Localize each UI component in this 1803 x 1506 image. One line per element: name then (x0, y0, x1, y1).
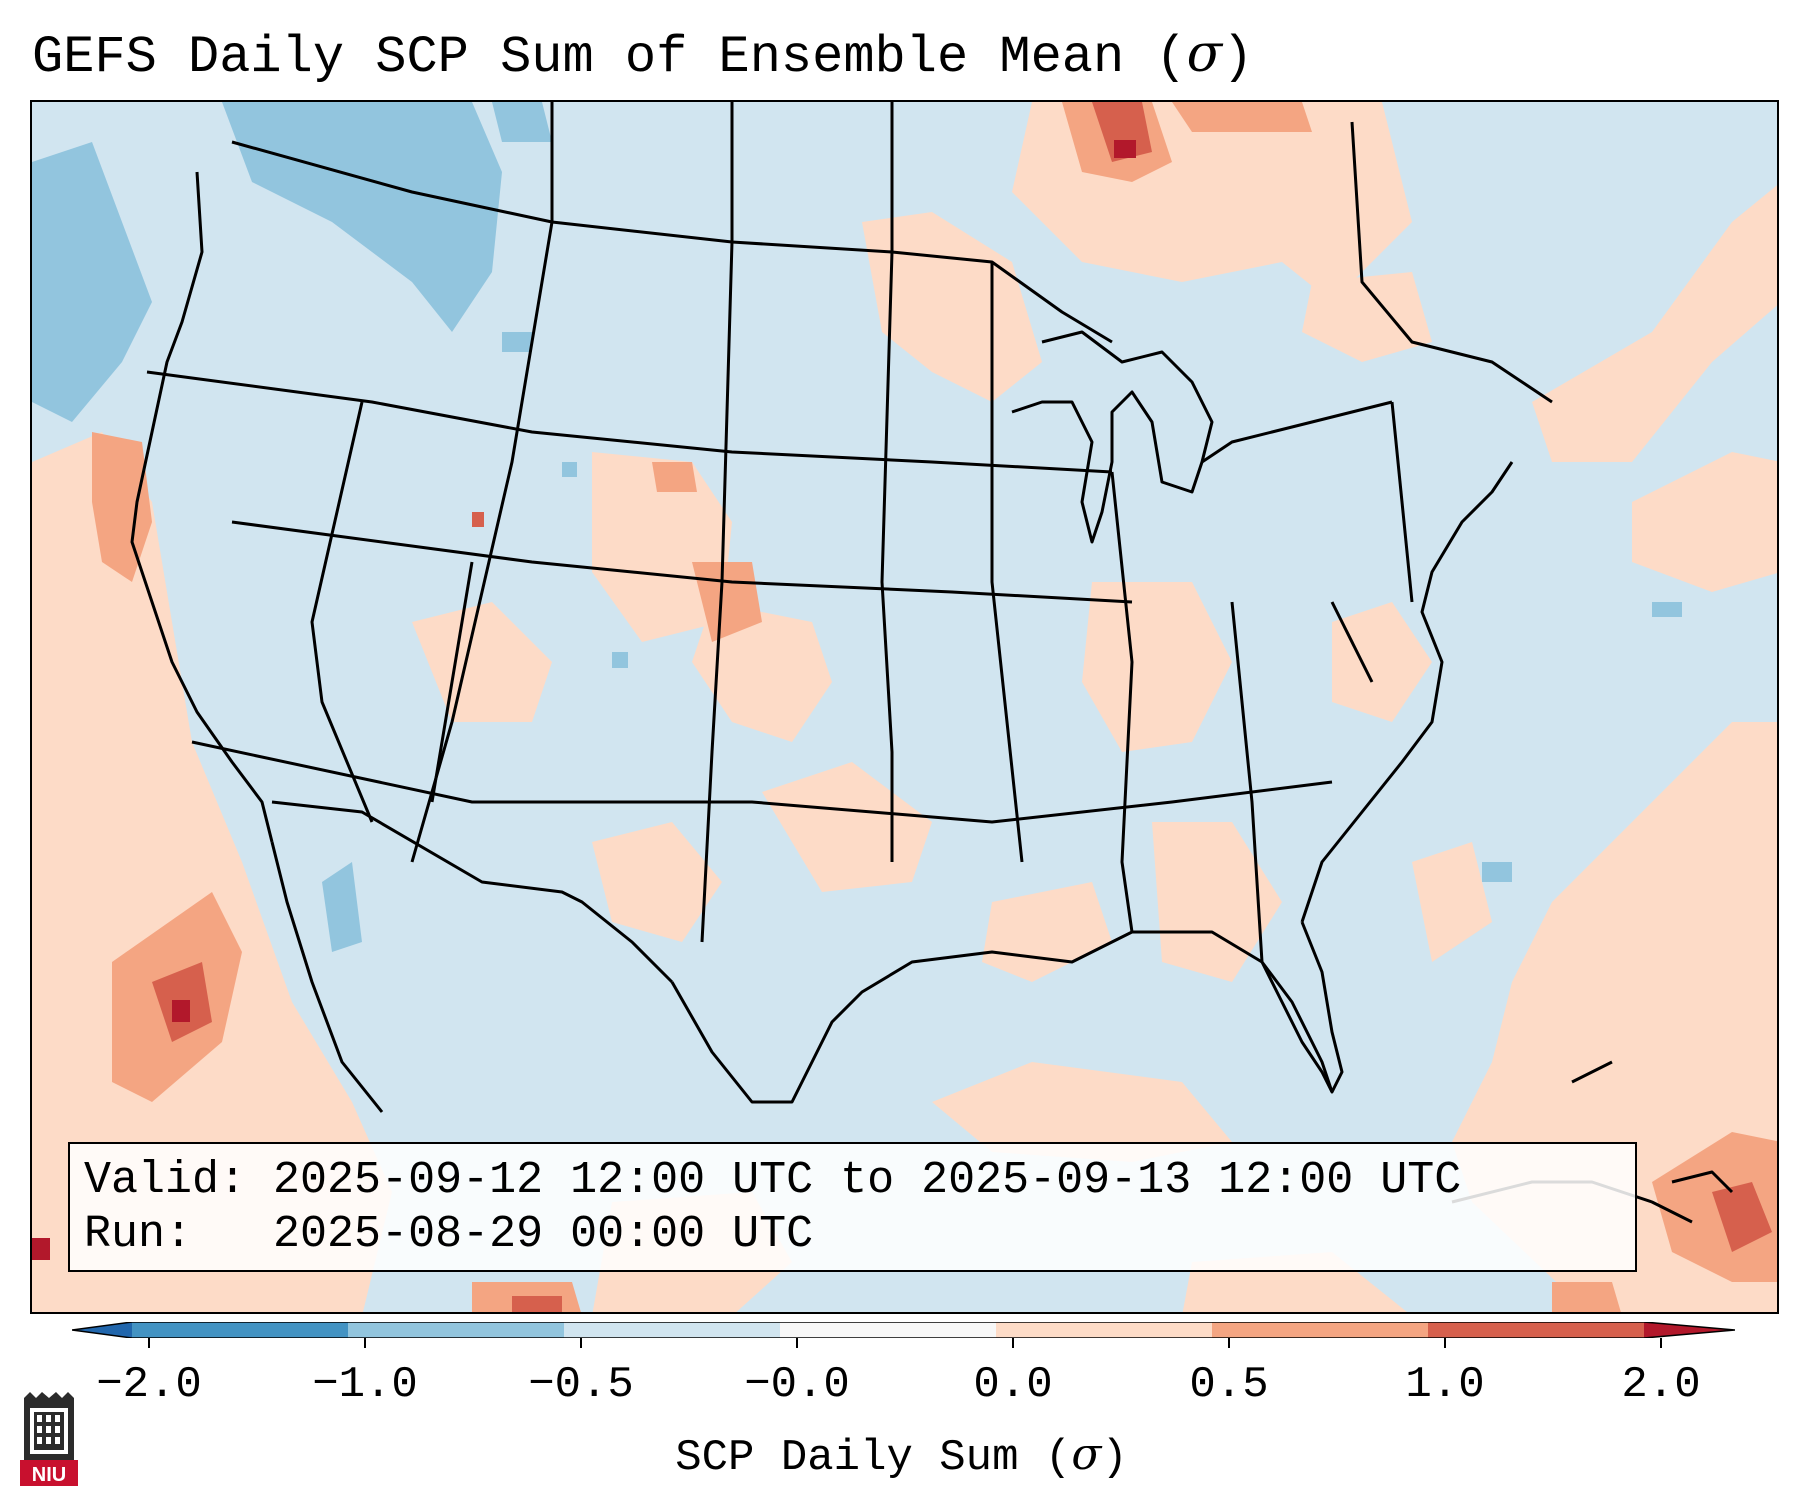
colorbar-tick-label: −1.0 (312, 1360, 418, 1410)
colorbar-tick (580, 1338, 582, 1348)
florida-coastline (1260, 921, 1344, 1094)
colorbar-tick (364, 1338, 366, 1348)
colorbar-tick-label: 0.0 (973, 1360, 1053, 1410)
colorbar-extend-low (72, 1322, 132, 1338)
colorbar-tick (148, 1338, 150, 1348)
colorbar-tick-label: 0.5 (1189, 1360, 1269, 1410)
colorbar-segment-neg2-neg1 (132, 1322, 348, 1338)
title-close-paren: ) (1222, 28, 1254, 87)
niu-logo: NIU (20, 1392, 78, 1486)
colorbar-extend-high (1644, 1322, 1735, 1338)
colorbar-segment-neg0-0 (780, 1322, 996, 1338)
colorbar-tick (1012, 1338, 1014, 1348)
colorbar-label-text: SCP Daily Sum ( (675, 1433, 1072, 1483)
colorbar-segment-neg05-neg0 (564, 1322, 780, 1338)
colorbar-segment-0-05 (996, 1322, 1212, 1338)
colorbar-tick (1228, 1338, 1230, 1348)
colorbar-tick (796, 1338, 798, 1348)
colorbar-tick-label: 2.0 (1621, 1360, 1701, 1410)
colorbar-tick (1444, 1338, 1446, 1348)
valid-row: Valid: 2025-09-12 12:00 UTC to 2025-09-1… (84, 1154, 1635, 1208)
logo-text: NIU (32, 1464, 66, 1486)
run-label: Run: (84, 1209, 193, 1260)
colorbar-tick-label: −0.0 (744, 1360, 850, 1410)
title-text: GEFS Daily SCP Sum of Ensemble Mean ( (32, 28, 1187, 87)
colorbar-tick (1660, 1338, 1662, 1348)
colorbar-tick-label: −2.0 (96, 1360, 202, 1410)
valid-run-info-box: Valid: 2025-09-12 12:00 UTC to 2025-09-1… (68, 1142, 1637, 1272)
map-title: GEFS Daily SCP Sum of Ensemble Mean (σ) (32, 24, 1253, 88)
colorbar-segment-1-2 (1428, 1322, 1644, 1338)
great-lakes (1011, 330, 1214, 544)
colorbar-tick-label: −0.5 (528, 1360, 634, 1410)
colorbar-segment-neg1-neg05 (348, 1322, 564, 1338)
map-panel: Valid: 2025-09-12 12:00 UTC to 2025-09-1… (30, 100, 1779, 1314)
colorbar-label: SCP Daily Sum (σ) (0, 1428, 1803, 1485)
border-canada-us (231, 140, 1113, 344)
atlantic-coastline (1300, 461, 1514, 923)
gulf-coastline (670, 930, 1334, 1104)
border-us-mexico (271, 800, 674, 984)
title-sigma-symbol: σ (1186, 24, 1223, 84)
extreme-anomaly-areas (32, 140, 1136, 1260)
coastlines-and-borders (130, 102, 1734, 1224)
run-value: 2025-08-29 00:00 UTC (273, 1209, 814, 1260)
pacific-coastline (130, 171, 274, 843)
state-lines (146, 370, 1113, 474)
valid-label: Valid: (84, 1155, 247, 1206)
colorbar-label-sigma: σ (1071, 1429, 1102, 1480)
colorbar (72, 1322, 1735, 1338)
colorbar-label-close: ) (1101, 1433, 1128, 1483)
valid-value: 2025-09-12 12:00 UTC to 2025-09-13 12:00… (273, 1155, 1462, 1206)
colorbar-tick-label: 1.0 (1405, 1360, 1485, 1410)
baja-coastline (270, 841, 384, 1113)
scp-map (32, 102, 1777, 1312)
run-row: Run: 2025-08-29 00:00 UTC (84, 1208, 1635, 1262)
colorbar-segment-05-1 (1212, 1322, 1428, 1338)
